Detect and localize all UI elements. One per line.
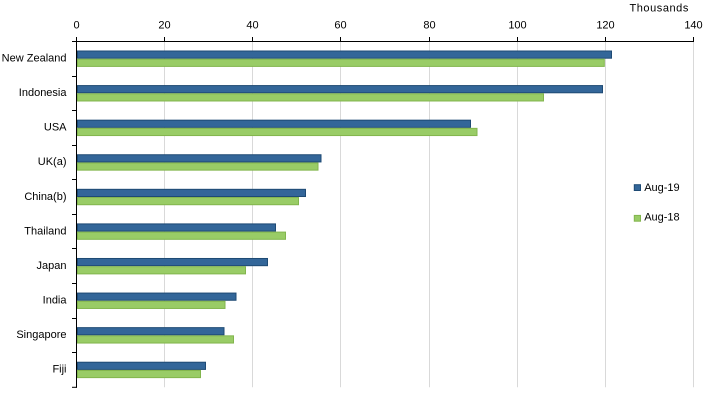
svg-text:120: 120 xyxy=(596,20,614,32)
svg-text:India: India xyxy=(43,295,68,307)
svg-text:Aug-19: Aug-19 xyxy=(644,182,679,194)
svg-text:Thailand: Thailand xyxy=(24,225,66,237)
svg-text:0: 0 xyxy=(73,20,79,32)
svg-text:140: 140 xyxy=(684,20,702,32)
svg-text:Thousands: Thousands xyxy=(630,2,689,14)
svg-text:USA: USA xyxy=(44,122,67,134)
svg-text:Indonesia: Indonesia xyxy=(19,87,68,99)
svg-text:UK(a): UK(a) xyxy=(38,156,67,168)
svg-text:Japan: Japan xyxy=(37,260,67,272)
svg-text:New Zealand: New Zealand xyxy=(2,53,67,65)
svg-text:Singapore: Singapore xyxy=(16,329,66,341)
svg-text:60: 60 xyxy=(334,20,346,32)
svg-text:Fiji: Fiji xyxy=(52,364,66,376)
svg-text:100: 100 xyxy=(508,20,526,32)
svg-text:80: 80 xyxy=(423,20,435,32)
svg-text:China(b): China(b) xyxy=(24,191,66,203)
svg-text:20: 20 xyxy=(158,20,170,32)
svg-text:40: 40 xyxy=(246,20,258,32)
svg-text:Aug-18: Aug-18 xyxy=(644,212,679,224)
